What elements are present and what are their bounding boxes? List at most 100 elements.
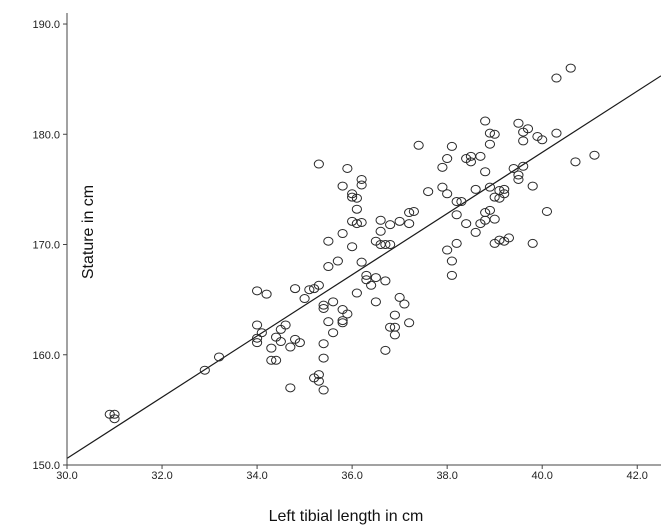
data-point — [442, 154, 453, 164]
data-point — [465, 157, 477, 167]
data-point — [389, 310, 400, 320]
data-point — [285, 383, 296, 393]
data-point — [446, 256, 458, 266]
data-point — [385, 322, 396, 332]
data-point — [318, 339, 329, 349]
data-point — [470, 227, 481, 237]
data-point — [461, 219, 472, 229]
data-point — [337, 316, 348, 326]
x-tick-label: 30.0 — [56, 470, 77, 482]
data-point — [513, 170, 524, 180]
data-point — [518, 136, 529, 146]
data-point — [480, 208, 491, 218]
data-point — [109, 409, 120, 419]
data-point — [280, 320, 291, 330]
y-tick-label: 150.0 — [32, 460, 60, 472]
data-point — [442, 245, 453, 255]
data-point — [389, 322, 400, 332]
x-axis-title: Left tibial length in cm — [269, 508, 424, 525]
data-point — [399, 299, 410, 309]
x-tick-label: 32.0 — [151, 470, 172, 482]
data-point — [480, 167, 491, 177]
data-point — [294, 338, 305, 348]
data-point — [475, 151, 486, 161]
y-tick-label: 160.0 — [32, 350, 60, 362]
data-point — [323, 236, 334, 246]
data-point — [456, 197, 467, 207]
data-point — [332, 256, 343, 266]
data-point — [337, 228, 348, 238]
data-point — [442, 189, 453, 199]
x-tick-label: 42.0 — [627, 470, 648, 482]
data-point — [565, 63, 576, 73]
data-point — [323, 317, 334, 327]
data-point — [318, 303, 329, 313]
data-point — [342, 309, 353, 319]
data-point — [370, 273, 381, 283]
x-tick-label: 36.0 — [341, 470, 362, 482]
data-point — [251, 320, 263, 330]
data-point — [313, 280, 324, 290]
data-point — [484, 128, 496, 138]
data-point — [499, 189, 510, 199]
data-point — [489, 129, 500, 139]
data-point — [356, 174, 367, 184]
data-point — [356, 180, 367, 190]
data-point — [446, 270, 458, 280]
data-point — [451, 210, 462, 220]
data-point — [413, 140, 424, 150]
data-point — [527, 181, 538, 191]
data-point — [484, 139, 496, 149]
data-point — [537, 135, 548, 145]
data-point — [380, 240, 391, 250]
data-point — [270, 355, 282, 365]
data-point — [513, 118, 524, 128]
axes-layer: 30.0 32.0 34.0 36.0 38.0 40.0 42.0 150.0 160.0 17… — [32, 13, 661, 482]
data-point — [351, 193, 362, 203]
data-point — [404, 208, 415, 218]
data-point — [446, 141, 458, 151]
x-tick-label: 34.0 — [246, 470, 267, 482]
data-point — [541, 206, 553, 216]
data-point — [328, 297, 339, 307]
data-point — [451, 197, 462, 207]
data-point — [351, 204, 362, 214]
data-point — [299, 294, 310, 304]
data-point — [470, 184, 481, 194]
y-tick-label: 180.0 — [32, 129, 60, 141]
data-point — [480, 116, 491, 126]
data-point — [337, 318, 348, 328]
x-tick-label: 38.0 — [436, 470, 457, 482]
data-point — [385, 220, 396, 230]
data-point — [513, 174, 524, 184]
points-layer — [104, 63, 600, 424]
data-point — [266, 343, 277, 353]
data-point — [356, 217, 367, 227]
data-point — [328, 328, 339, 338]
data-point — [275, 337, 286, 347]
data-point — [351, 219, 362, 229]
data-point — [266, 355, 277, 365]
regression-line — [66, 75, 661, 459]
data-point — [109, 414, 120, 424]
data-point — [289, 284, 301, 294]
x-tick-label: 40.0 — [531, 470, 552, 482]
data-point — [518, 161, 529, 171]
data-point — [361, 270, 372, 280]
data-point — [375, 226, 386, 236]
data-point — [256, 328, 267, 338]
data-point — [251, 286, 263, 296]
data-point — [370, 297, 381, 307]
data-point — [351, 288, 362, 298]
y-axis-title: Stature in cm — [80, 185, 97, 279]
data-point — [499, 184, 510, 194]
data-point — [484, 205, 496, 215]
data-point — [318, 353, 329, 363]
data-point — [347, 192, 358, 202]
data-point — [404, 318, 415, 328]
data-point — [380, 345, 391, 355]
data-point — [342, 163, 353, 173]
data-point — [484, 182, 496, 192]
